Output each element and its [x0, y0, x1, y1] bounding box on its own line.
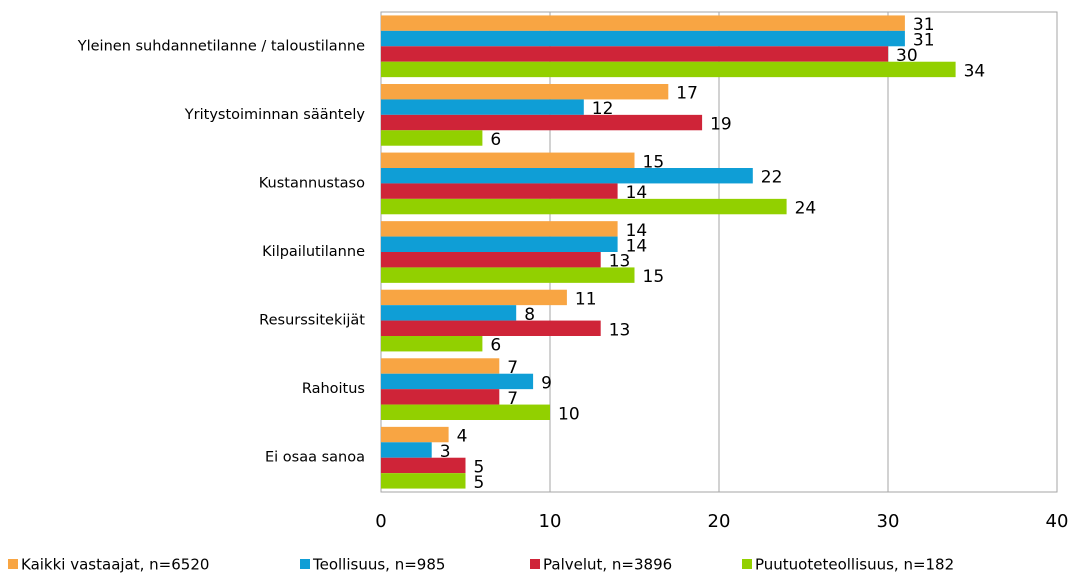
bar [381, 389, 500, 405]
legend-swatch [742, 559, 752, 569]
bar [381, 320, 601, 336]
value-label: 10 [558, 404, 580, 424]
legend-swatch [8, 559, 18, 569]
value-label: 14 [626, 183, 648, 203]
bar [381, 457, 466, 474]
x-tick-label: 0 [375, 511, 386, 532]
bar [381, 61, 956, 78]
bar [381, 426, 449, 443]
value-label: 13 [609, 320, 631, 340]
bar [381, 15, 905, 31]
bar [381, 30, 905, 47]
value-label: 34 [964, 61, 986, 81]
value-label: 22 [761, 168, 783, 188]
bar [381, 221, 618, 237]
bar [381, 442, 432, 458]
bar [381, 289, 567, 306]
value-label: 6 [490, 130, 501, 150]
legend-label: Kaikki vastaajat, n=6520 [21, 556, 209, 574]
value-label: 7 [507, 389, 518, 409]
legend-swatch [300, 559, 310, 569]
bar [381, 236, 618, 252]
bar [381, 305, 517, 321]
value-label: 31 [913, 31, 935, 51]
bar [381, 252, 601, 268]
bar [381, 373, 534, 390]
bar [381, 84, 669, 100]
x-tick-label: 20 [708, 511, 731, 532]
x-tick-label: 40 [1046, 511, 1069, 532]
value-label: 19 [710, 115, 732, 135]
value-label: 13 [609, 252, 631, 272]
value-label: 3 [440, 442, 451, 462]
bar [381, 473, 466, 489]
value-label: 24 [795, 199, 817, 219]
bar [381, 46, 888, 62]
value-label: 14 [626, 236, 648, 256]
bar [381, 183, 618, 199]
bar [381, 336, 483, 352]
value-label: 12 [592, 99, 614, 119]
legend-label: Palvelut, n=3896 [543, 556, 672, 574]
bar [381, 152, 635, 168]
x-tick-label: 30 [877, 511, 900, 532]
value-label: 30 [896, 46, 918, 66]
value-label: 9 [541, 373, 552, 393]
value-label: 31 [913, 15, 935, 35]
bar [381, 404, 550, 420]
value-label: 11 [575, 289, 597, 309]
bar [381, 99, 584, 115]
bar [381, 198, 787, 215]
category-label: Rahoitus [302, 381, 365, 397]
bar [381, 168, 753, 184]
value-label: 17 [676, 84, 698, 104]
value-label: 5 [474, 473, 485, 493]
value-label: 15 [643, 152, 665, 172]
bar [381, 358, 500, 374]
x-tick-label: 10 [539, 511, 562, 532]
category-label: Kilpailutilanne [262, 244, 365, 260]
legend-swatch [530, 559, 540, 569]
category-label: Yleinen suhdannetilanne / taloustilanne [77, 38, 365, 54]
bar [381, 267, 635, 283]
value-label: 5 [474, 457, 485, 477]
value-label: 8 [524, 305, 535, 325]
category-label: Yritystoiminnan sääntely [184, 107, 366, 123]
bar [381, 114, 703, 131]
value-label: 7 [507, 358, 518, 378]
value-label: 15 [643, 267, 665, 287]
value-label: 4 [457, 427, 468, 447]
category-label: Kustannustaso [259, 175, 365, 191]
legend-label: Puutuoteteollisuus, n=182 [755, 556, 954, 574]
value-label: 6 [490, 336, 501, 356]
bar [381, 130, 483, 146]
category-label: Resurssitekijät [259, 313, 365, 329]
value-label: 14 [626, 221, 648, 241]
category-label: Ei osaa sanoa [265, 450, 365, 466]
legend-label: Teollisuus, n=985 [312, 556, 445, 574]
